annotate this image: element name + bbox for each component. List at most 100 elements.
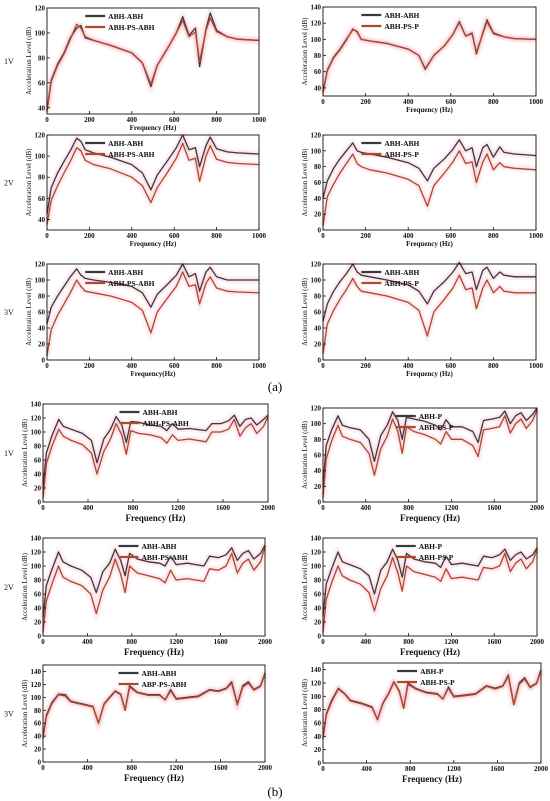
x-tick-label: 800 <box>128 504 139 512</box>
x-tick-label: 400 <box>361 765 372 773</box>
x-tick-label: 1200 <box>171 504 186 512</box>
y-axis-label: Acceleration Level (dB) <box>301 552 309 621</box>
y-axis-label: Acceleration Level (dB) <box>25 148 33 217</box>
x-tick-label: 0 <box>321 765 325 773</box>
chart-panel-a-3V-P: 0 200 400 600 800 1000 0 20 40 60 80 100 120 Frequenc… <box>301 258 544 378</box>
y-tick-label: 20 <box>314 211 322 219</box>
row-label: 1V <box>4 57 14 66</box>
y-tick-label: 60 <box>314 452 322 460</box>
chart-panel-a-2V-P: 0 200 400 600 800 1000 0 20 40 60 80 100 120 Frequenc… <box>301 132 544 249</box>
y-tick-label: 100 <box>35 29 46 37</box>
x-tick-label: 400 <box>361 504 372 512</box>
x-tick-label: 1600 <box>487 504 502 512</box>
y-axis-label: Acceleration Level (dB) <box>21 552 29 621</box>
x-tick-label: 400 <box>82 764 93 772</box>
legend-label-2: ABP-PS-ABH <box>141 680 186 689</box>
legend-label-2: ABH-PS-ABH <box>141 553 187 562</box>
plot-frame <box>42 403 269 503</box>
x-tick-label: 200 <box>84 232 95 240</box>
x-tick-label: 800 <box>211 362 222 370</box>
series-line-2 <box>42 673 266 739</box>
y-tick-label: 140 <box>311 4 322 12</box>
chart-panel-b-3V-P: 0 400 800 1200 1600 2000 0 20 40 60 80 100 120 140 Fre… <box>301 662 549 784</box>
x-tick-label: 400 <box>403 232 414 240</box>
x-tick-label: 0 <box>45 362 49 370</box>
series-line-1 <box>42 414 269 489</box>
x-tick-label: 1000 <box>252 232 267 240</box>
y-tick-label: 40 <box>314 733 322 741</box>
chart-panel-a-1V-ABH: 1V 0 200 400 600 800 1000 40 60 80 100 120 Frequency… <box>4 5 267 133</box>
y-tick-label: 80 <box>314 436 322 444</box>
y-tick-label: 60 <box>34 591 42 599</box>
y-tick-label: 0 <box>38 499 42 507</box>
x-tick-label: 0 <box>321 98 325 106</box>
y-tick-label: 120 <box>31 681 42 689</box>
series-glow-1 <box>321 136 537 199</box>
y-tick-label: 100 <box>311 147 322 155</box>
plot-frame <box>46 7 260 115</box>
y-tick-label: 80 <box>314 706 322 714</box>
y-tick-label: 80 <box>38 293 46 301</box>
y-tick-label: 60 <box>34 457 42 465</box>
y-tick-label: 100 <box>31 429 42 437</box>
chart-panel-b-2V-P: 0 400 800 1200 1600 2000 0 20 40 60 80 100 120 140 Fre… <box>301 535 545 658</box>
x-tick-label: 1000 <box>529 98 544 106</box>
y-tick-label: 140 <box>311 666 322 674</box>
y-tick-label: 0 <box>318 227 322 235</box>
chart-panel-b-1V-ABH: 1V 0 400 800 1200 1600 2000 0 20 40 60 80 100 120 140 F… <box>4 401 276 524</box>
legend-label-2: ABH-PS-P <box>419 423 454 432</box>
y-tick-label: 140 <box>31 535 42 543</box>
plot-frame <box>42 537 266 637</box>
x-tick-label: 400 <box>361 638 372 646</box>
x-tick-label: 1000 <box>529 362 544 370</box>
x-axis-label: Frequency (Hz) <box>130 124 177 132</box>
x-tick-label: 400 <box>83 504 94 512</box>
y-tick-label: 0 <box>42 357 46 365</box>
y-tick-label: 100 <box>35 153 46 161</box>
legend-label-2: ABH-PS-ABH <box>108 23 154 32</box>
x-tick-label: 2000 <box>261 504 276 512</box>
series-line-2 <box>42 416 269 499</box>
x-tick-label: 600 <box>169 362 180 370</box>
x-tick-label: 800 <box>127 764 138 772</box>
chart-panel-a-2V-ABH: 2V 0 200 400 600 800 1000 40 60 80 100 120 Frequency… <box>4 130 267 248</box>
y-tick-label: 120 <box>311 680 322 688</box>
legend-label-1: ABH-P <box>419 412 443 421</box>
y-tick-label: 0 <box>318 499 322 507</box>
y-tick-label: 40 <box>314 467 322 475</box>
part-b-label: (b) <box>267 784 282 799</box>
y-tick-label: 60 <box>314 720 322 728</box>
y-axis-label: Acceleration Level (dB) <box>21 679 29 748</box>
y-tick-label: 100 <box>311 36 322 44</box>
x-tick-label: 600 <box>169 116 180 124</box>
x-tick-label: 800 <box>211 116 222 124</box>
row-label: 2V <box>4 583 14 592</box>
series-glow-2 <box>45 12 260 112</box>
y-tick-label: 40 <box>38 216 46 224</box>
x-tick-label: 200 <box>360 98 371 106</box>
y-tick-label: 40 <box>34 733 42 741</box>
x-tick-label: 2000 <box>530 638 545 646</box>
chart-panel-a-1V-P: 0 200 400 600 800 1000 40 60 80 100 120 140 Frequenc… <box>301 4 544 115</box>
x-tick-label: 1200 <box>447 765 462 773</box>
x-tick-label: 2000 <box>258 764 273 772</box>
x-tick-label: 1200 <box>169 638 184 646</box>
x-tick-label: 800 <box>403 638 414 646</box>
series-glow-2 <box>321 16 537 94</box>
x-tick-label: 1000 <box>252 116 267 124</box>
x-axis-label: Frequency (Hz) <box>406 106 453 114</box>
x-tick-label: 0 <box>45 232 49 240</box>
y-tick-label: 40 <box>314 325 322 333</box>
x-axis-label: Frequency (Hz) <box>125 513 185 523</box>
x-tick-label: 1600 <box>214 764 229 772</box>
x-tick-label: 0 <box>41 504 45 512</box>
y-tick-label: 40 <box>38 104 46 112</box>
x-tick-label: 800 <box>488 362 499 370</box>
legend-label-2: ABH-PS-P <box>419 553 454 562</box>
y-axis-label: Acceleration Level (dB) <box>25 26 33 95</box>
y-axis-label: Acceleration Level (dB) <box>21 418 29 487</box>
y-tick-label: 80 <box>34 577 42 585</box>
x-tick-label: 2000 <box>530 504 545 512</box>
y-tick-label: 60 <box>314 309 322 317</box>
